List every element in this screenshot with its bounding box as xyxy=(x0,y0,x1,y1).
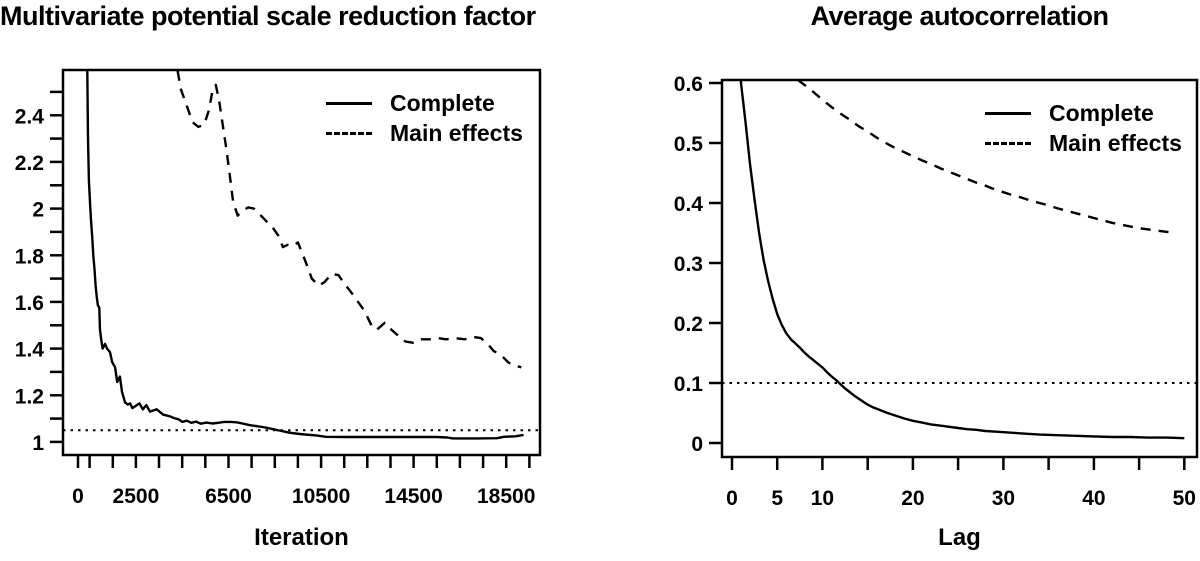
series-main-effects xyxy=(797,79,1176,235)
solid-line-sample xyxy=(326,101,372,105)
legend-label-complete: Complete xyxy=(1049,99,1154,126)
series-complete xyxy=(86,70,524,440)
plot-box xyxy=(720,78,1199,459)
y-tick-label: 0.3 xyxy=(674,253,703,276)
x-tick-label: 0 xyxy=(726,487,738,510)
y-tick-label: 2 xyxy=(32,199,44,222)
right-legend: Complete Main effects xyxy=(985,100,1182,156)
legend-label-main-effects: Main effects xyxy=(1049,129,1182,156)
y-tick-label: 1.8 xyxy=(15,245,45,268)
dashed-line-sample xyxy=(326,131,372,135)
x-tick-label: 10500 xyxy=(292,485,350,508)
y-tick-label: 0.1 xyxy=(674,373,704,396)
y-tick-label: 0.6 xyxy=(674,73,703,96)
legend-label-main-effects: Main effects xyxy=(390,119,523,146)
x-tick-label: 5 xyxy=(771,487,783,510)
x-tick-label: 20 xyxy=(901,487,924,510)
x-tick-label: 14500 xyxy=(384,485,442,508)
legend-entry-main-effects: Main effects xyxy=(985,130,1182,156)
legend-label-complete: Complete xyxy=(390,89,495,116)
plot-box xyxy=(61,68,542,457)
y-tick-label: 0 xyxy=(691,433,703,456)
y-tick-label: 1.2 xyxy=(15,385,44,408)
y-tick-label: 0.5 xyxy=(674,133,704,156)
y-tick-label: 1.4 xyxy=(15,339,45,362)
legend-entry-main-effects: Main effects xyxy=(326,120,523,146)
x-tick-label: 18500 xyxy=(477,485,535,508)
series-complete xyxy=(739,79,1185,440)
legend-entry-complete: Complete xyxy=(985,100,1182,126)
y-tick-label: 0.2 xyxy=(674,313,703,336)
right-x-axis-label: Lag xyxy=(938,524,981,551)
y-tick-label: 1 xyxy=(32,432,44,455)
x-tick-label: 2500 xyxy=(113,485,160,508)
right-panel-title: Average autocorrelation xyxy=(810,1,1109,31)
left-x-axis-label: Iteration xyxy=(254,524,349,551)
x-tick-label: 0 xyxy=(72,485,84,508)
y-tick-label: 1.6 xyxy=(15,292,44,315)
x-tick-label: 50 xyxy=(1173,487,1196,510)
left-panel-title: Multivariate potential scale reduction f… xyxy=(0,1,536,31)
dashed-line-sample xyxy=(985,141,1031,145)
x-tick-label: 10 xyxy=(811,487,834,510)
solid-line-sample xyxy=(985,111,1031,115)
x-tick-label: 30 xyxy=(992,487,1015,510)
y-tick-label: 0.4 xyxy=(674,193,704,216)
x-tick-label: 6500 xyxy=(205,485,252,508)
y-tick-label: 2.2 xyxy=(15,152,44,175)
series-main-effects xyxy=(176,70,522,369)
x-tick-label: 40 xyxy=(1082,487,1105,510)
left-legend: Complete Main effects xyxy=(326,90,523,146)
y-tick-label: 2.4 xyxy=(15,105,45,128)
legend-entry-complete: Complete xyxy=(326,90,523,116)
